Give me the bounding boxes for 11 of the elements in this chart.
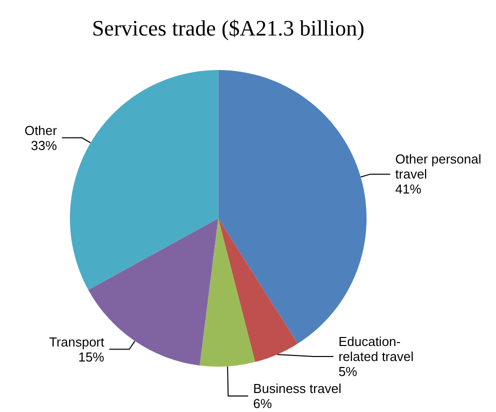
chart-title: Services trade ($A21.3 billion) bbox=[92, 16, 364, 40]
data-label: 41% bbox=[395, 182, 422, 197]
slice-label: Transport bbox=[49, 334, 105, 350]
data-label: 15% bbox=[78, 349, 105, 364]
data-label: 5% bbox=[338, 364, 358, 379]
slice-label: Education-related travel bbox=[338, 334, 414, 364]
data-label: 33% bbox=[30, 138, 58, 153]
data-label: 6% bbox=[253, 396, 272, 411]
slice-label: Other personal travel bbox=[395, 152, 482, 182]
slice-label: Other bbox=[24, 122, 58, 138]
slice-label: Business travel bbox=[253, 381, 342, 396]
